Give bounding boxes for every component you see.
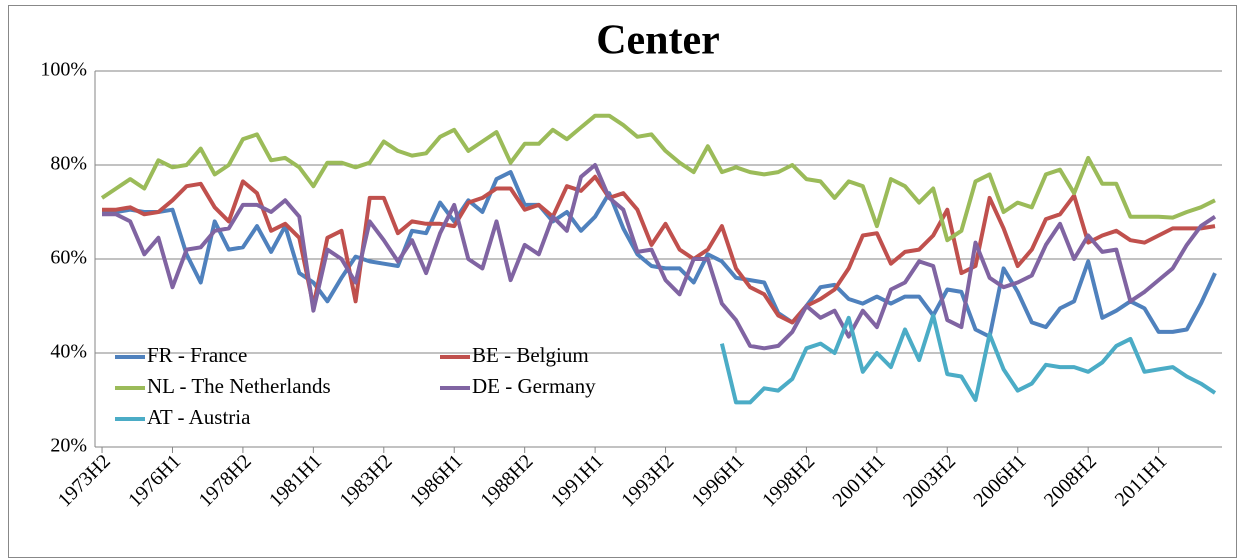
legend-label: NL - The Netherlands bbox=[147, 374, 331, 398]
legend-label: DE - Germany bbox=[472, 374, 596, 398]
series-line bbox=[102, 163, 1217, 351]
y-tick-label: 40% bbox=[50, 341, 87, 363]
chart-title: Center bbox=[596, 18, 720, 64]
y-tick-label: 60% bbox=[50, 247, 87, 269]
series-line bbox=[100, 113, 1216, 243]
legend-label: AT - Austria bbox=[147, 405, 251, 429]
y-tick-label: 100% bbox=[40, 59, 87, 81]
chart-frame bbox=[8, 5, 1237, 558]
legend-label: BE - Belgium bbox=[472, 343, 589, 367]
y-tick-label: 20% bbox=[50, 435, 87, 457]
series-line bbox=[719, 313, 1217, 405]
legend-label: FR - France bbox=[147, 343, 247, 367]
y-tick-label: 80% bbox=[50, 153, 87, 175]
series-line bbox=[102, 174, 1216, 325]
